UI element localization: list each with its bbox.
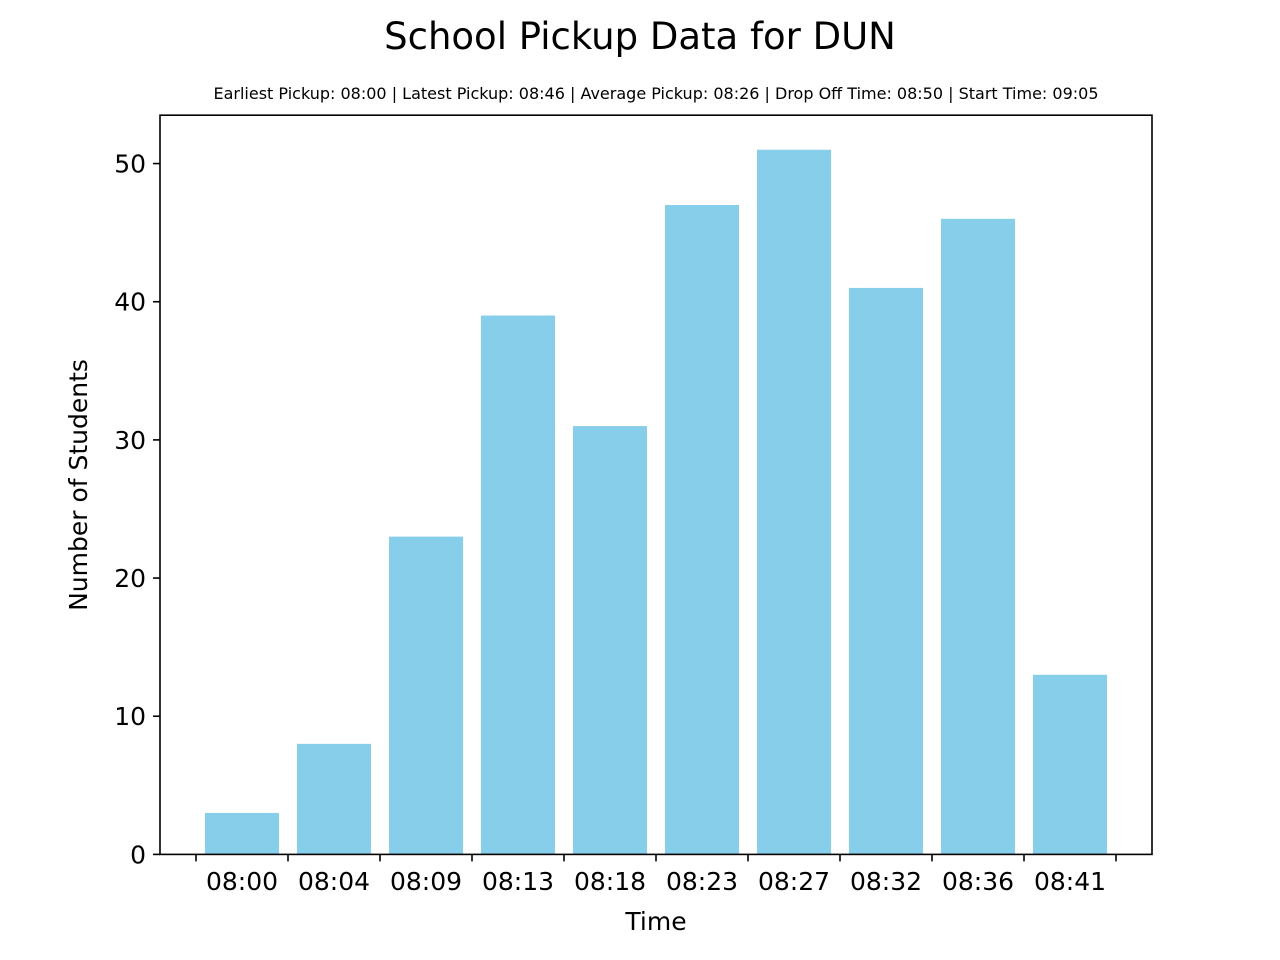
y-tick-label: 10 [114,702,146,731]
chart-subtitle: Earliest Pickup: 08:00 | Latest Pickup: … [213,84,1098,103]
x-tick-label: 08:13 [482,867,554,896]
bar-0818 [573,426,647,855]
y-tick-label: 0 [130,840,146,869]
bar-0836 [941,218,1015,855]
y-tick-label: 40 [114,288,146,317]
x-tick-label: 08:23 [666,867,738,896]
x-axis-label: Time [624,907,686,936]
bar-0800 [205,812,279,855]
y-axis-label: Number of Students [64,359,93,611]
x-tick-label: 08:36 [942,867,1014,896]
x-tick-label: 08:32 [850,867,922,896]
x-tick-label: 08:27 [758,867,830,896]
chart-title: School Pickup Data for DUN [384,15,896,58]
bar-0841 [1033,674,1107,855]
x-tick-label: 08:09 [390,867,462,896]
bar-0823 [665,205,739,855]
x-axis-ticks: 08:00 08:04 08:09 08:13 08:18 08:23 08:27 08:32… [195,854,1117,896]
x-tick-label: 08:41 [1034,867,1106,896]
y-tick-label: 50 [114,150,146,179]
y-axis-ticks: 0 10 20 30 40 50 [114,150,160,869]
y-tick-label: 20 [114,564,146,593]
plot-frame [159,114,1153,856]
bars-group [205,149,1107,855]
x-tick-label: 08:04 [298,867,370,896]
bar-0813 [481,315,555,855]
x-tick-label: 08:00 [206,867,278,896]
bar-0832 [849,287,923,855]
x-tick-label: 08:18 [574,867,646,896]
bar-0804 [297,743,371,855]
y-tick-label: 30 [114,426,146,455]
bar-0827 [757,149,831,855]
bar-0809 [389,536,463,855]
